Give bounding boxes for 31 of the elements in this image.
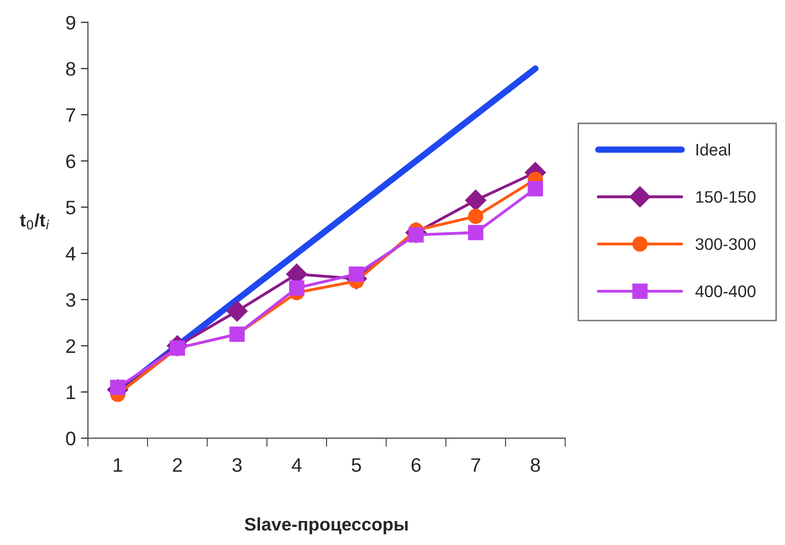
point [226, 300, 248, 322]
x-tick-label: 8 [530, 458, 540, 472]
y-tick-label: 9 [66, 16, 76, 30]
text: 400-400 [695, 285, 756, 298]
y-tick-label: 7 [66, 108, 76, 122]
y-tick-label: 4 [66, 247, 76, 260]
x-tick-label: 6 [412, 458, 421, 472]
x-tick-label: 3 [232, 458, 242, 472]
y-tick-label: 3 [66, 293, 76, 307]
text: 150-150 [696, 191, 756, 203]
text: 300-300 [696, 238, 756, 250]
point [289, 280, 304, 296]
point [528, 181, 544, 196]
x-tick-label: 5 [352, 458, 361, 472]
y-tick-label: 2 [66, 339, 76, 353]
point [348, 266, 364, 282]
point [468, 224, 484, 240]
y-axis-title: t$_{0}$/t$_{i}$ [20, 213, 50, 230]
x-tick-label: 2 [172, 458, 182, 472]
x-axis-title: Slave-процессоры [244, 517, 408, 534]
x-tick-label: 4 [292, 458, 302, 472]
x-tick-label: 7 [471, 458, 480, 472]
y-tick-label: 6 [66, 154, 76, 168]
point [110, 380, 126, 395]
y-tick-label: 5 [66, 200, 76, 214]
point [468, 208, 484, 224]
x-tick-label: 1 [114, 458, 122, 472]
y-tick-label: 0 [66, 432, 76, 446]
y-tick-label: 1 [66, 386, 76, 400]
y-tick-label: 8 [66, 62, 76, 76]
text: Ideal [696, 143, 730, 156]
